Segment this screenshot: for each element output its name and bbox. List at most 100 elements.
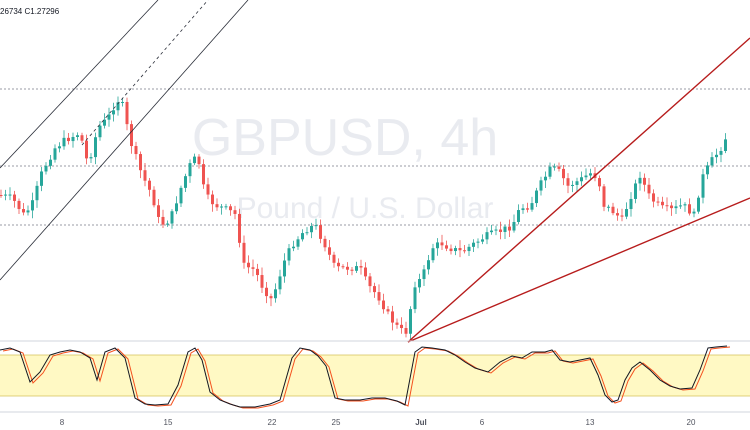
candle-body <box>247 262 250 268</box>
candle <box>616 208 619 221</box>
candle <box>724 133 727 154</box>
candle-body <box>31 200 34 211</box>
drawings[interactable] <box>0 0 750 343</box>
candle-body <box>598 178 601 187</box>
candle <box>229 204 232 216</box>
candle <box>557 162 561 172</box>
candle <box>139 151 142 179</box>
time-axis-label: 20 <box>687 418 696 427</box>
candle-body <box>53 148 57 160</box>
candle-body <box>674 206 678 209</box>
candle-body <box>679 205 682 207</box>
candle-body <box>413 287 417 310</box>
candle-body <box>233 210 237 214</box>
candle-body <box>125 101 129 125</box>
candle-body <box>548 166 552 177</box>
candle <box>413 281 417 314</box>
candle <box>512 214 516 233</box>
candle-body <box>143 170 147 181</box>
candle-body <box>251 267 255 269</box>
candle <box>355 261 358 273</box>
candle-body <box>436 242 439 249</box>
candle-body <box>584 175 588 178</box>
candle <box>184 173 187 193</box>
candle <box>544 171 547 189</box>
candle <box>269 293 273 307</box>
candle <box>481 234 484 245</box>
channel-upper-line[interactable] <box>0 0 159 169</box>
watermark-description: Pound / U.S. Dollar <box>237 192 494 225</box>
time-axis-label: Jul <box>415 418 427 427</box>
candle-body <box>449 248 453 252</box>
candle <box>526 202 529 213</box>
candle <box>625 202 628 220</box>
candle <box>233 205 237 220</box>
candle-body <box>85 140 88 159</box>
candle-body <box>634 183 637 199</box>
candle-body <box>562 168 565 179</box>
candle <box>211 190 214 212</box>
candle-body <box>553 166 556 168</box>
candle-body <box>355 266 358 271</box>
candle-body <box>350 269 354 271</box>
candle-body <box>170 211 174 224</box>
candle <box>152 186 156 208</box>
channel-median-line[interactable] <box>81 0 209 146</box>
candle <box>598 175 601 192</box>
candle-body <box>404 328 408 334</box>
ohlc-readout: 26734 C1.27296 <box>0 7 60 16</box>
candle-body <box>616 213 619 216</box>
candle <box>719 147 723 163</box>
candle <box>242 235 246 269</box>
candle <box>508 219 511 238</box>
channel-lower-line[interactable] <box>0 0 249 281</box>
candle <box>314 218 318 230</box>
time-axis[interactable]: 8 15 22 25 Jul 6 13 20 <box>60 418 696 427</box>
candle <box>427 255 430 275</box>
candle-body <box>40 171 43 186</box>
candle <box>17 198 21 215</box>
candle-body <box>485 232 489 240</box>
candle-body <box>238 213 241 243</box>
candle <box>179 185 183 208</box>
trendline-steep[interactable] <box>407 37 750 343</box>
candle-body <box>535 190 538 204</box>
candle-body <box>400 324 403 329</box>
candle <box>103 113 106 129</box>
candle <box>503 224 507 240</box>
stochastic-d-line <box>2 346 731 409</box>
candle <box>58 142 61 153</box>
candle <box>350 267 354 276</box>
candle-body <box>697 197 700 212</box>
stochastic-band-fill <box>0 355 750 396</box>
candle <box>400 317 403 334</box>
trendline-shallow[interactable] <box>407 197 750 343</box>
candle <box>395 318 399 329</box>
candle <box>638 171 642 191</box>
candle-body <box>526 208 529 210</box>
candle <box>67 133 70 145</box>
candle-body <box>440 242 444 246</box>
candle <box>584 168 588 180</box>
candle-body <box>274 289 277 299</box>
candle-body <box>269 296 273 299</box>
candle-body <box>346 266 349 270</box>
candle-body <box>602 186 606 207</box>
candle-body <box>607 206 610 208</box>
candle-body <box>337 262 340 267</box>
candle <box>710 152 714 168</box>
candle-body <box>395 322 399 325</box>
candle <box>94 132 97 165</box>
candle <box>364 262 367 281</box>
candle-body <box>652 193 655 202</box>
candle <box>629 192 633 217</box>
candle-body <box>107 114 111 120</box>
candle <box>458 240 462 258</box>
candle <box>143 162 147 187</box>
candle <box>499 221 502 240</box>
candle <box>112 102 115 122</box>
candle-body <box>710 157 714 166</box>
candle <box>373 282 376 298</box>
